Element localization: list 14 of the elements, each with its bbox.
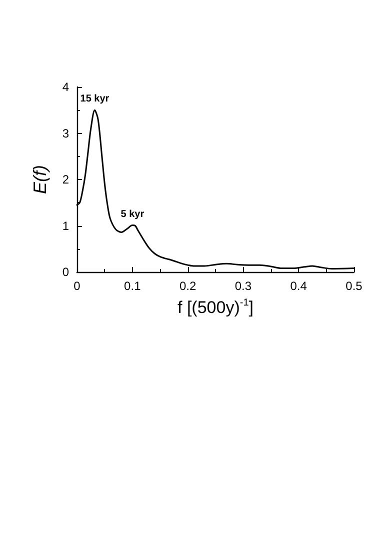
x-tick-label: 0 xyxy=(74,279,81,293)
x-tick-label: 0.2 xyxy=(179,279,196,293)
annotation: 5 kyr xyxy=(120,208,144,220)
x-tick-label: 0.3 xyxy=(234,279,252,293)
y-tick-label: 4 xyxy=(62,80,70,94)
annotation: 15 kyr xyxy=(80,94,110,105)
x-tick-label: 0.4 xyxy=(290,279,308,293)
y-tick-label: 0 xyxy=(62,265,70,279)
y-tick-label: 1 xyxy=(62,218,70,233)
y-tick-label: 3 xyxy=(62,126,70,140)
x-tick-label: 0.1 xyxy=(124,279,142,293)
y-axis-title: E(f) xyxy=(30,165,50,194)
x-tick-label: 0.5 xyxy=(346,279,363,293)
y-tick-label: 2 xyxy=(62,172,70,186)
